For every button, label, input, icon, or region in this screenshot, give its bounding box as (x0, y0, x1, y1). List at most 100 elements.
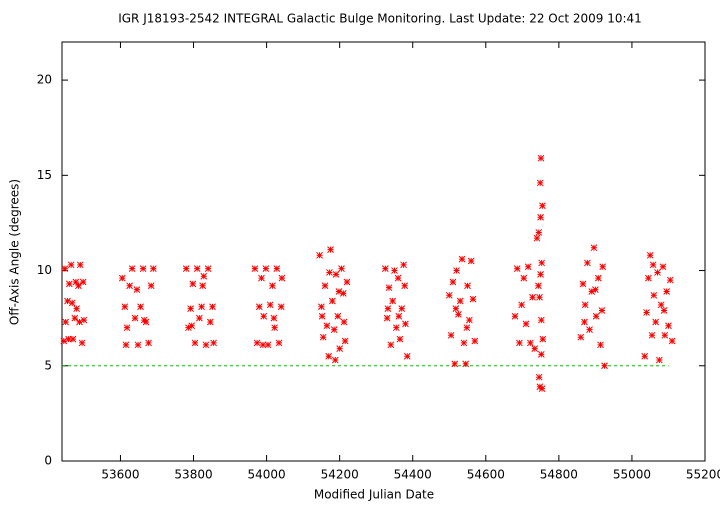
data-point (594, 274, 602, 282)
data-point (584, 259, 591, 267)
data-point (511, 312, 519, 320)
data-point (663, 288, 670, 295)
data-point (78, 339, 86, 347)
data-point (258, 274, 265, 282)
data-point (385, 284, 393, 292)
data-point (527, 339, 534, 347)
data-point (524, 263, 532, 271)
plot-frame (61, 41, 706, 462)
data-point (318, 303, 325, 311)
data-point (65, 335, 72, 343)
y-tick-label: 20 (37, 73, 52, 87)
data-point (67, 261, 75, 269)
data-point (451, 360, 459, 368)
data-point (463, 324, 471, 332)
data-point (140, 316, 148, 324)
data-point (188, 322, 196, 330)
data-point (122, 341, 130, 349)
data-point (147, 282, 155, 290)
x-tick-label: 53800 (174, 468, 212, 482)
data-point (123, 324, 131, 332)
data-point (76, 261, 84, 269)
data-point (209, 303, 216, 311)
x-tick-label: 54600 (467, 468, 505, 482)
data-point (341, 337, 349, 345)
data-point (131, 314, 139, 322)
data-point (445, 291, 453, 299)
data-point (643, 309, 650, 316)
y-axis-label: Off-Axis Angle (degrees) (8, 179, 22, 325)
data-point (641, 352, 649, 360)
data-point (121, 303, 129, 311)
data-point (266, 301, 274, 309)
data-point (537, 316, 545, 324)
data-point (645, 274, 652, 282)
data-point (659, 263, 667, 271)
data-point (134, 341, 142, 349)
data-point (579, 280, 587, 288)
data-point (269, 282, 276, 290)
data-point (592, 312, 600, 320)
data-point (273, 265, 281, 272)
data-point (271, 324, 278, 332)
data-point (539, 202, 546, 210)
data-point (193, 265, 201, 272)
data-point (253, 339, 261, 347)
y-tick-label: 0 (44, 454, 52, 468)
data-point (128, 265, 136, 272)
data-point (666, 276, 674, 284)
data-point (536, 179, 544, 187)
data-point (464, 282, 471, 290)
data-point (403, 352, 411, 360)
data-point (191, 339, 199, 347)
data-point (187, 305, 194, 312)
data-point (330, 326, 338, 333)
x-tick-label: 54400 (394, 468, 432, 482)
data-point (76, 318, 83, 326)
data-point (389, 297, 396, 305)
data-point (259, 341, 267, 349)
data-point (535, 373, 543, 381)
data-point (145, 339, 152, 347)
chart-title: IGR J18193-2542 INTEGRAL Galactic Bulge … (118, 12, 642, 26)
data-point (654, 269, 661, 276)
data-point (343, 278, 351, 286)
x-tick-label: 54800 (540, 468, 578, 482)
data-point (581, 318, 588, 326)
data-point (452, 305, 460, 312)
data-point (339, 290, 347, 297)
data-point (539, 335, 547, 343)
data-point (62, 318, 70, 326)
data-point (447, 331, 455, 339)
data-point (535, 229, 543, 236)
data-point (182, 265, 190, 272)
x-tick-label: 54200 (321, 468, 359, 482)
data-point (396, 335, 404, 343)
data-point (323, 322, 331, 330)
data-point (516, 339, 523, 347)
data-point (601, 362, 608, 370)
data-point (68, 299, 76, 307)
data-point (338, 265, 345, 272)
data-point (79, 278, 87, 286)
data-point (331, 356, 339, 364)
data-point (200, 272, 208, 280)
data-point (264, 341, 272, 349)
data-point (321, 282, 329, 290)
data-point (597, 341, 604, 349)
data-point (649, 261, 657, 269)
data-point (590, 244, 598, 252)
data-point (471, 337, 479, 345)
data-point (65, 280, 73, 288)
data-point (586, 326, 593, 333)
data-point (326, 269, 333, 276)
data-point (381, 265, 389, 272)
data-point (648, 331, 656, 339)
data-point (189, 280, 197, 288)
data-point (661, 331, 669, 339)
data-point (277, 303, 285, 311)
data-point (383, 314, 391, 322)
data-point (537, 350, 545, 358)
data-point (262, 265, 270, 272)
